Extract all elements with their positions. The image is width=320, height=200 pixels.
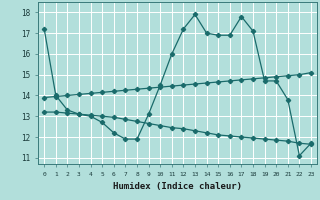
- X-axis label: Humidex (Indice chaleur): Humidex (Indice chaleur): [113, 182, 242, 191]
